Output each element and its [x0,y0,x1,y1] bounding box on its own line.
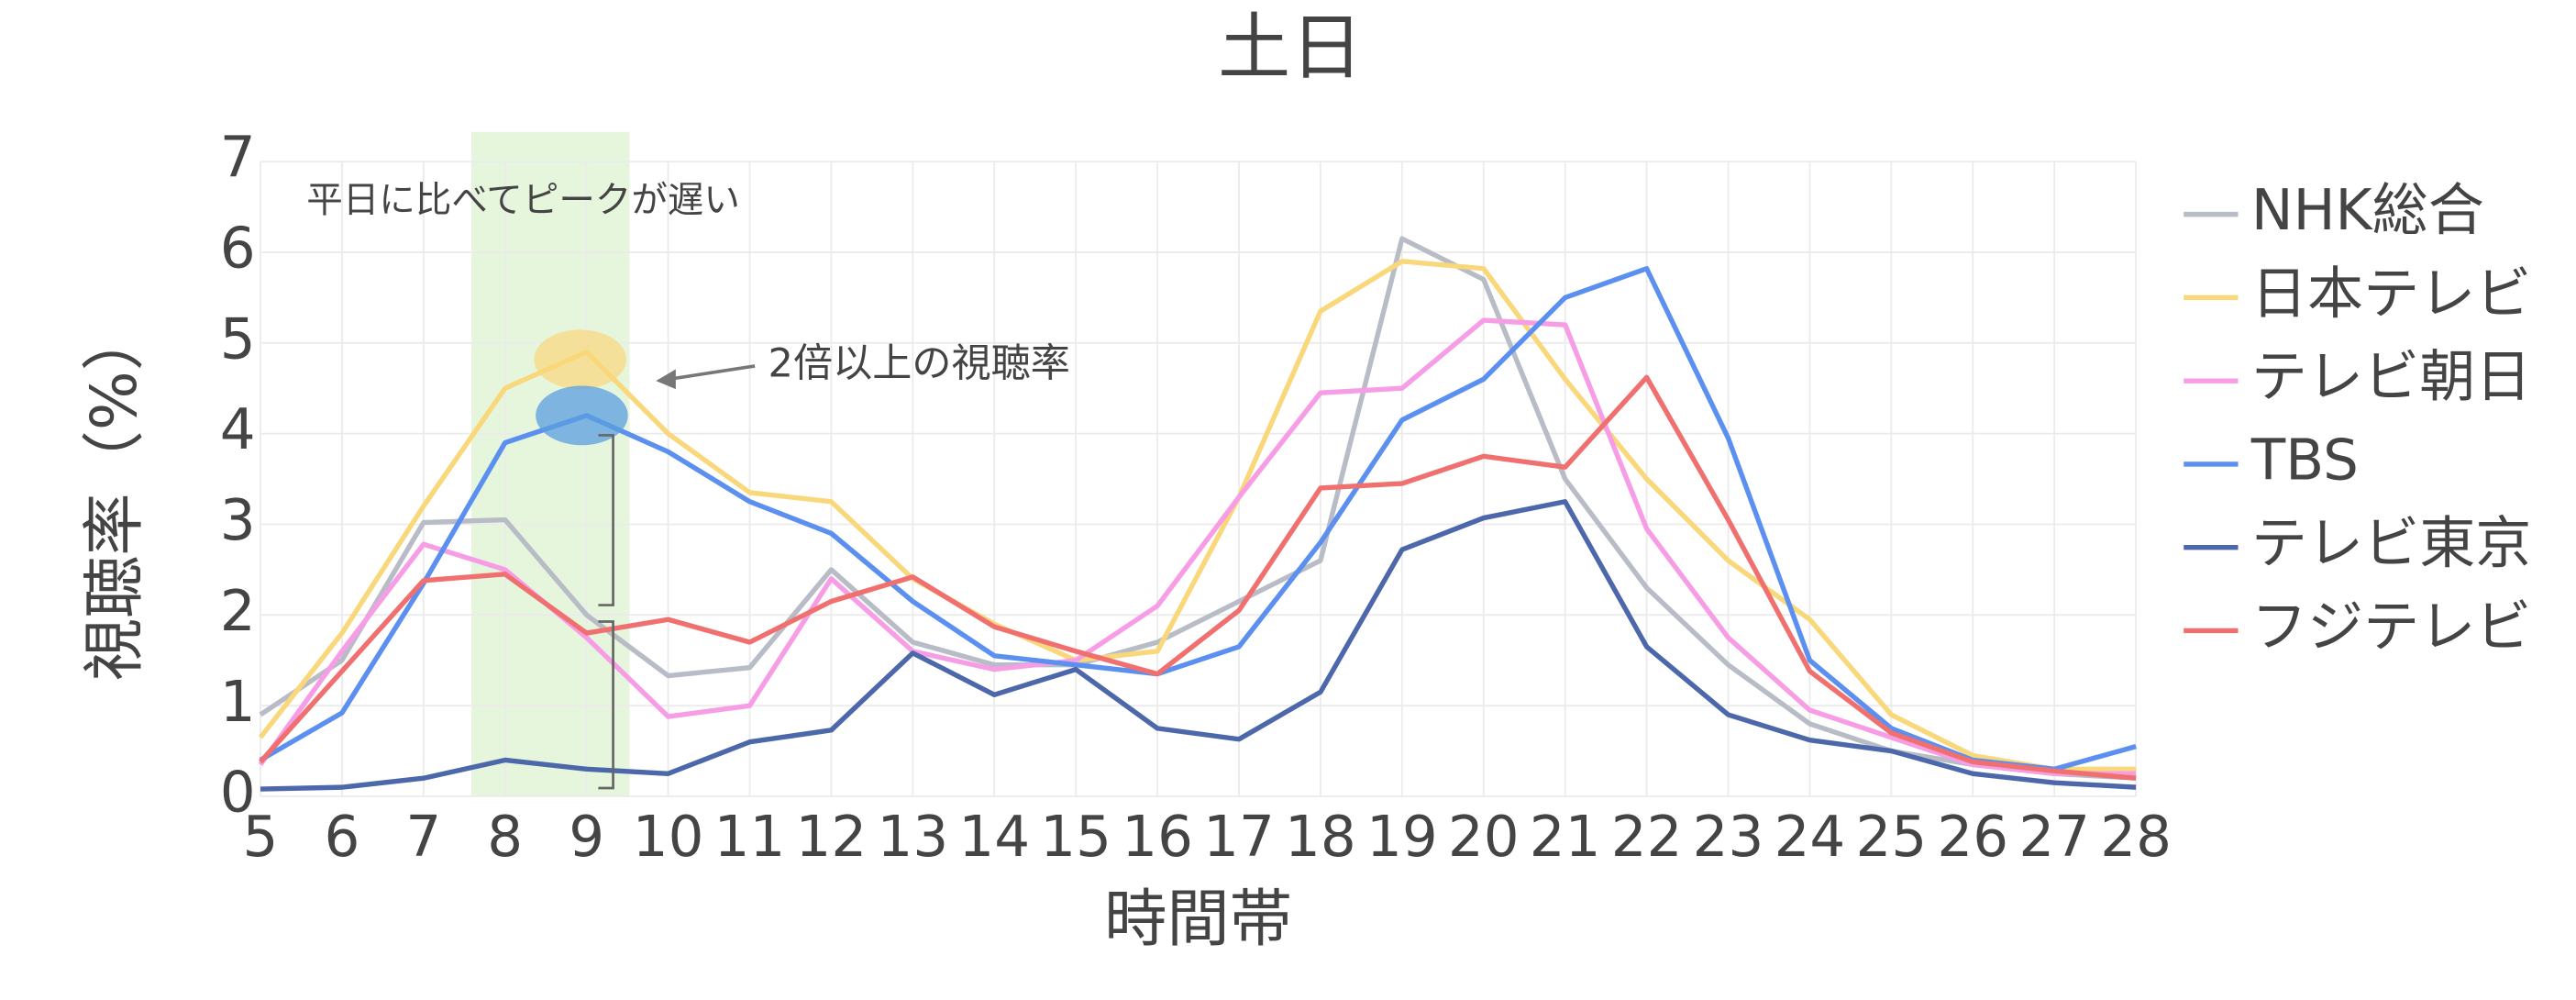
y-tick-label: 4 [220,397,256,462]
x-tick-label: 28 [2100,805,2172,870]
y-tick-label: 1 [220,670,256,735]
legend-label: テレビ朝日 [2251,345,2531,410]
arrow [669,364,756,382]
x-tick-label: 17 [1203,805,1275,870]
legend-label: テレビ東京 [2251,511,2531,576]
x-tick-label: 16 [1122,805,1193,870]
x-tick-label: 21 [1530,805,1601,870]
x-tick-label: 19 [1366,805,1438,870]
x-tick-label: 6 [324,805,359,870]
legend-label: NHK総合 [2251,178,2484,243]
arrow-head [656,369,676,390]
x-tick-label: 27 [2018,805,2090,870]
highlight-band [471,131,630,797]
x-tick-label: 25 [1855,805,1927,870]
legend-label: TBS [2250,428,2359,493]
legend-label: フジテレビ [2251,594,2531,660]
x-tick-label: 11 [714,805,786,870]
x-tick-label: 22 [1611,805,1683,870]
series-line [258,374,2137,781]
x-axis-label: 時間帯 [1104,883,1292,956]
y-tick-label: 6 [220,217,256,282]
highlight-ellipse [536,385,628,446]
series-line [260,499,2137,792]
y-tick-label: 2 [220,579,256,644]
x-tick-label: 23 [1693,805,1764,870]
x-tick-label: 5 [243,805,279,870]
x-tick-label: 15 [1040,805,1111,870]
bracket [598,434,614,790]
x-tick-label: 20 [1448,805,1520,870]
y-tick-label: 5 [220,306,256,372]
x-tick-label: 24 [1774,805,1846,870]
y-tick-label: 7 [220,126,256,191]
highlight-ellipse [534,329,626,390]
x-tick-label: 8 [487,805,523,870]
x-tick-label: 10 [633,805,704,870]
annotation: 2倍以上の視聴率 [768,340,1070,386]
y-axis-label: 視聴率（%） [79,308,151,681]
y-tick-label: 0 [220,761,256,826]
x-tick-label: 14 [958,805,1030,870]
x-tick-label: 9 [569,805,604,870]
x-tick-label: 18 [1285,805,1356,870]
chart-title: 土日 [1218,6,1363,90]
series-line [259,236,2137,781]
y-tick-label: 3 [220,488,256,553]
x-tick-label: 12 [796,805,868,870]
annotation: 平日に比べてピークが遅い [306,180,740,222]
legend-label: 日本テレビ [2251,261,2531,327]
x-tick-label: 13 [877,805,948,870]
x-tick-label: 7 [405,805,441,870]
x-tick-label: 26 [1937,805,2008,870]
